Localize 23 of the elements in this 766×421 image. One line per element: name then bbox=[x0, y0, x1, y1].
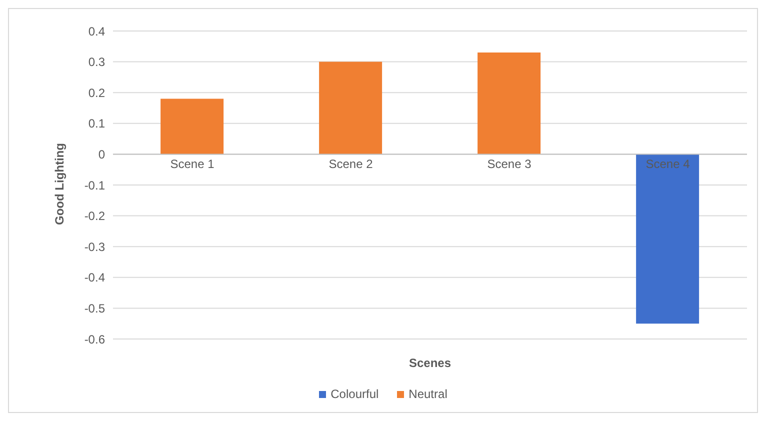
bar bbox=[160, 98, 224, 154]
x-tick-label: Scene 2 bbox=[328, 157, 374, 172]
y-axis-title: Good Lighting bbox=[52, 143, 66, 225]
y-tick-label: 0 bbox=[98, 147, 106, 162]
y-tick-label: -0.1 bbox=[84, 178, 106, 192]
y-tick-label: 0.4 bbox=[88, 24, 106, 38]
x-tick-label: Scene 1 bbox=[170, 157, 215, 172]
x-tick-label: Scene 4 bbox=[646, 157, 690, 172]
legend-label: Colourful bbox=[330, 387, 379, 401]
bar bbox=[478, 52, 541, 154]
bar bbox=[636, 154, 700, 324]
x-tick-label: Scene 3 bbox=[487, 157, 532, 172]
y-tick-label: 0.3 bbox=[88, 55, 106, 70]
y-tick-label: 0.1 bbox=[88, 116, 106, 131]
legend-label: Neutral bbox=[408, 387, 448, 401]
y-tick-label: -0.2 bbox=[84, 209, 106, 224]
y-tick-label: -0.3 bbox=[84, 240, 106, 254]
y-tick-label: -0.4 bbox=[84, 270, 106, 285]
y-tick-label: -0.6 bbox=[84, 332, 106, 346]
y-tick-label: -0.5 bbox=[84, 301, 106, 316]
bar bbox=[319, 62, 382, 154]
y-tick-label: 0.2 bbox=[88, 86, 106, 100]
x-axis-title: Scenes bbox=[408, 356, 452, 370]
